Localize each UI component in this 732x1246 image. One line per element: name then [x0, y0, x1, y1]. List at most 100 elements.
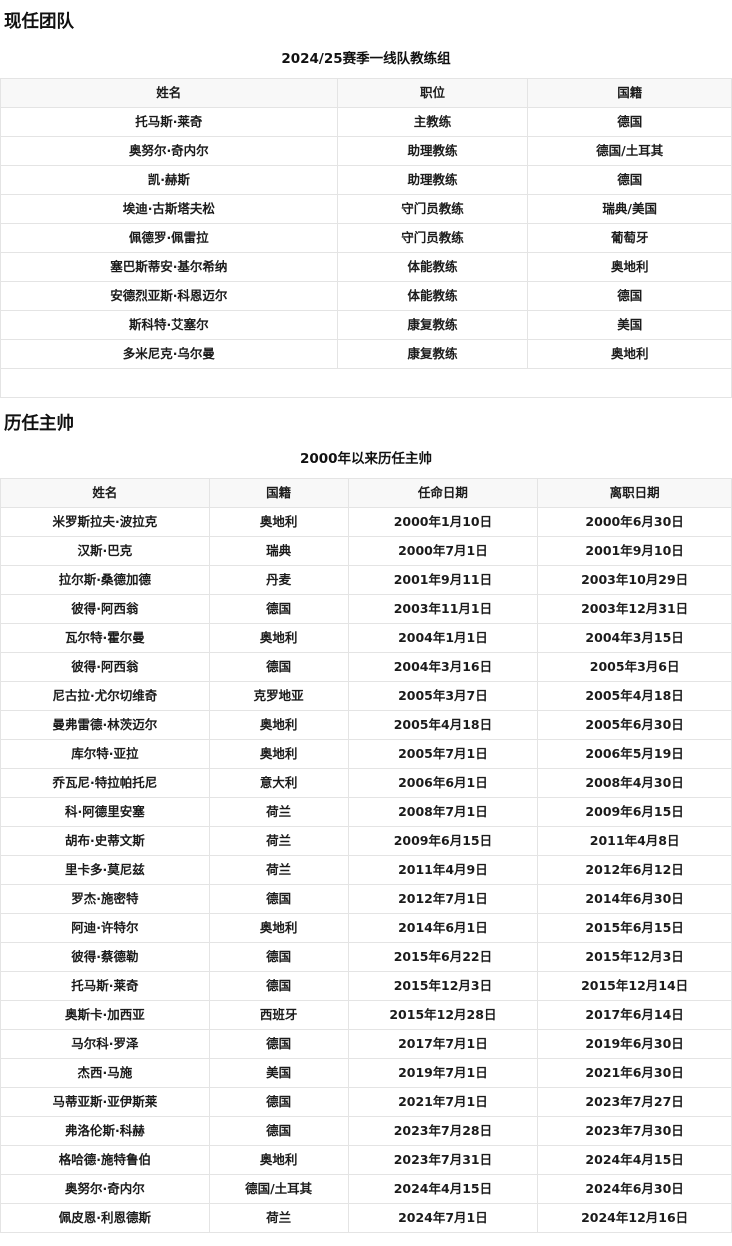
header-row: 姓名 职位 国籍 [0, 78, 732, 108]
table-cell: 德国/土耳其 [527, 136, 732, 166]
table-cell: 2009年6月15日 [537, 797, 732, 827]
table-cell: 奥斯卡·加西亚 [0, 1000, 210, 1030]
coaching-table-body: 托马斯·莱奇 主教练 德国 奥努尔·奇内尔 助理教练 德国/土耳其 凯·赫斯 助理教练 德国 埃迪… [0, 107, 732, 369]
table-cell: 托马斯·莱奇 [0, 107, 338, 137]
table-cell: 奥努尔·奇内尔 [0, 1174, 210, 1204]
column-header: 国籍 [208, 478, 349, 508]
table-cell: 德国 [527, 281, 732, 311]
table-cell: 奥地利 [527, 339, 732, 369]
table-row: 尼古拉·尤尔切维奇 克罗地亚 2005年3月7日 2005年4月18日 [0, 681, 732, 711]
table-row: 乔瓦尼·特拉帕托尼 意大利 2006年6月1日 2008年4月30日 [0, 768, 732, 798]
table-cell: 弗洛伦斯·科赫 [0, 1116, 210, 1146]
table-cell: 主教练 [336, 107, 529, 137]
table-cell: 奥地利 [527, 252, 732, 282]
table-cell: 2005年3月7日 [347, 681, 539, 711]
table-cell: 助理教练 [336, 165, 529, 195]
table-cell: 2017年7月1日 [347, 1029, 539, 1059]
table-row: 米罗斯拉夫·波拉克 奥地利 2000年1月10日 2000年6月30日 [0, 507, 732, 537]
table-cell: 2015年12月3日 [537, 942, 732, 972]
table-cell: 2001年9月10日 [537, 536, 732, 566]
table-cell: 德国 [208, 971, 349, 1001]
table-cell: 拉尔斯·桑德加德 [0, 565, 210, 595]
table-row: 科·阿德里安塞 荷兰 2008年7月1日 2009年6月15日 [0, 797, 732, 827]
table-row: 塞巴斯蒂安·基尔希纳 体能教练 奥地利 [0, 252, 732, 282]
table-cell: 丹麦 [208, 565, 349, 595]
table-cell: 德国 [208, 594, 349, 624]
table-cell: 守门员教练 [336, 223, 529, 253]
table-cell: 康复教练 [336, 310, 529, 340]
table-cell: 康复教练 [336, 339, 529, 369]
table-cell: 荷兰 [208, 1203, 349, 1233]
table-row: 托马斯·莱奇 主教练 德国 [0, 107, 732, 137]
table-row: 安德烈亚斯·科恩迈尔 体能教练 德国 [0, 281, 732, 311]
table-cell: 2024年12月16日 [537, 1203, 732, 1233]
table-cell: 2015年6月22日 [347, 942, 539, 972]
table-cell: 2006年5月19日 [537, 739, 732, 769]
table-row: 汉斯·巴克 瑞典 2000年7月1日 2001年9月10日 [0, 536, 732, 566]
table-cell: 奥地利 [208, 623, 349, 653]
table-cell: 汉斯·巴克 [0, 536, 210, 566]
table-cell: 2024年6月30日 [537, 1174, 732, 1204]
table-row: 里卡多·莫尼兹 荷兰 2011年4月9日 2012年6月12日 [0, 855, 732, 885]
table-row: 奥斯卡·加西亚 西班牙 2015年12月28日 2017年6月14日 [0, 1000, 732, 1030]
column-header: 国籍 [527, 78, 732, 108]
table-row: 奥努尔·奇内尔 助理教练 德国/土耳其 [0, 136, 732, 166]
coaching-table-caption: 2024/25赛季一线队教练组 [281, 51, 451, 67]
table-cell: 托马斯·莱奇 [0, 971, 210, 1001]
table-cell: 体能教练 [336, 281, 529, 311]
table-cell: 2000年7月1日 [347, 536, 539, 566]
table-cell: 德国 [208, 652, 349, 682]
table-row: 弗洛伦斯·科赫 德国 2023年7月28日 2023年7月30日 [0, 1116, 732, 1146]
table-cell: 胡布·史蒂文斯 [0, 826, 210, 856]
table-cell: 德国 [527, 165, 732, 195]
table-cell: 荷兰 [208, 797, 349, 827]
table-cell: 尼古拉·尤尔切维奇 [0, 681, 210, 711]
table-cell: 2015年12月28日 [347, 1000, 539, 1030]
table-row: 凯·赫斯 助理教练 德国 [0, 165, 732, 195]
table-row: 托马斯·莱奇 德国 2015年12月3日 2015年12月14日 [0, 971, 732, 1001]
table-cell: 塞巴斯蒂安·基尔希纳 [0, 252, 338, 282]
table-cell: 2004年1月1日 [347, 623, 539, 653]
table-cell: 2012年7月1日 [347, 884, 539, 914]
table-cell: 杰西·马施 [0, 1058, 210, 1088]
table-cell: 阿迪·许特尔 [0, 913, 210, 943]
table-cell: 2021年6月30日 [537, 1058, 732, 1088]
table-cell: 2008年7月1日 [347, 797, 539, 827]
table-cell: 西班牙 [208, 1000, 349, 1030]
table-cell: 2021年7月1日 [347, 1087, 539, 1117]
table-row: 拉尔斯·桑德加德 丹麦 2001年9月11日 2003年10月29日 [0, 565, 732, 595]
table-cell: 奥地利 [208, 913, 349, 943]
table-cell: 荷兰 [208, 855, 349, 885]
table-cell: 乔瓦尼·特拉帕托尼 [0, 768, 210, 798]
table-row: 格哈德·施特鲁伯 奥地利 2023年7月31日 2024年4月15日 [0, 1145, 732, 1175]
table-cell: 2006年6月1日 [347, 768, 539, 798]
coaching-table-header: 姓名 职位 国籍 [0, 78, 732, 108]
table-cell: 马尔科·罗泽 [0, 1029, 210, 1059]
table-cell: 科·阿德里安塞 [0, 797, 210, 827]
table-cell: 马蒂亚斯·亚伊斯莱 [0, 1087, 210, 1117]
table-row: 库尔特·亚拉 奥地利 2005年7月1日 2006年5月19日 [0, 739, 732, 769]
table-cell: 2003年12月31日 [537, 594, 732, 624]
table-cell: 2005年7月1日 [347, 739, 539, 769]
table-cell: 德国 [208, 1087, 349, 1117]
managers-table-header: 姓名 国籍 任命日期 离职日期 [0, 478, 732, 508]
table-cell: 奥地利 [208, 739, 349, 769]
table-cell: 2017年6月14日 [537, 1000, 732, 1030]
table-row: 彼得·阿西翁 德国 2004年3月16日 2005年3月6日 [0, 652, 732, 682]
table-row: 奥努尔·奇内尔 德国/土耳其 2024年4月15日 2024年6月30日 [0, 1174, 732, 1204]
table-cell: 奥地利 [208, 507, 349, 537]
table-cell: 米罗斯拉夫·波拉克 [0, 507, 210, 537]
table-row: 彼得·阿西翁 德国 2003年11月1日 2003年12月31日 [0, 594, 732, 624]
table-cell: 2019年6月30日 [537, 1029, 732, 1059]
table-cell: 克罗地亚 [208, 681, 349, 711]
table-row: 瓦尔特·霍尔曼 奥地利 2004年1月1日 2004年3月15日 [0, 623, 732, 653]
table-cell: 2005年6月30日 [537, 710, 732, 740]
table-cell: 奥地利 [208, 1145, 349, 1175]
table-cell: 2014年6月1日 [347, 913, 539, 943]
table-row: 佩德罗·佩雷拉 守门员教练 葡萄牙 [0, 223, 732, 253]
table-cell: 意大利 [208, 768, 349, 798]
table-cell: 德国/土耳其 [208, 1174, 349, 1204]
table-row: 佩皮恩·利恩德斯 荷兰 2024年7月1日 2024年12月16日 [0, 1203, 732, 1233]
table-cell: 2023年7月28日 [347, 1116, 539, 1146]
table-cell: 德国 [208, 942, 349, 972]
